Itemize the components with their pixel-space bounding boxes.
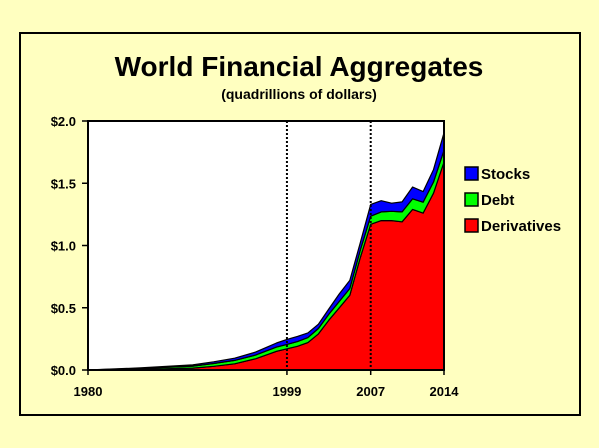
plot-area: $0.0 $0.5 $1.0 $1.5 $2.0 1980 1999 2007 2014 [51, 114, 460, 399]
y-tick-label: $1.5 [51, 176, 76, 191]
y-tick-label: $0.0 [51, 363, 76, 378]
y-tick-label: $1.0 [51, 239, 76, 254]
x-tick-label: 2014 [430, 384, 460, 399]
legend-label-stocks: Stocks [481, 166, 530, 183]
legend: Stocks Debt Derivatives [464, 166, 561, 235]
legend-swatch-derivatives [464, 218, 479, 233]
legend-label-derivatives: Derivatives [481, 218, 561, 235]
legend-swatch-debt [464, 192, 479, 207]
legend-label-debt: Debt [481, 192, 514, 209]
legend-swatch-stocks [464, 166, 479, 181]
y-tick-label: $2.0 [51, 114, 76, 129]
chart-title: World Financial Aggregates [115, 51, 484, 82]
x-tick-label: 1999 [272, 384, 301, 399]
x-tick-label: 1980 [74, 384, 103, 399]
y-tick-label: $0.5 [51, 301, 76, 316]
x-tick-label: 2007 [356, 384, 385, 399]
chart-subtitle: (quadrillions of dollars) [221, 86, 377, 102]
